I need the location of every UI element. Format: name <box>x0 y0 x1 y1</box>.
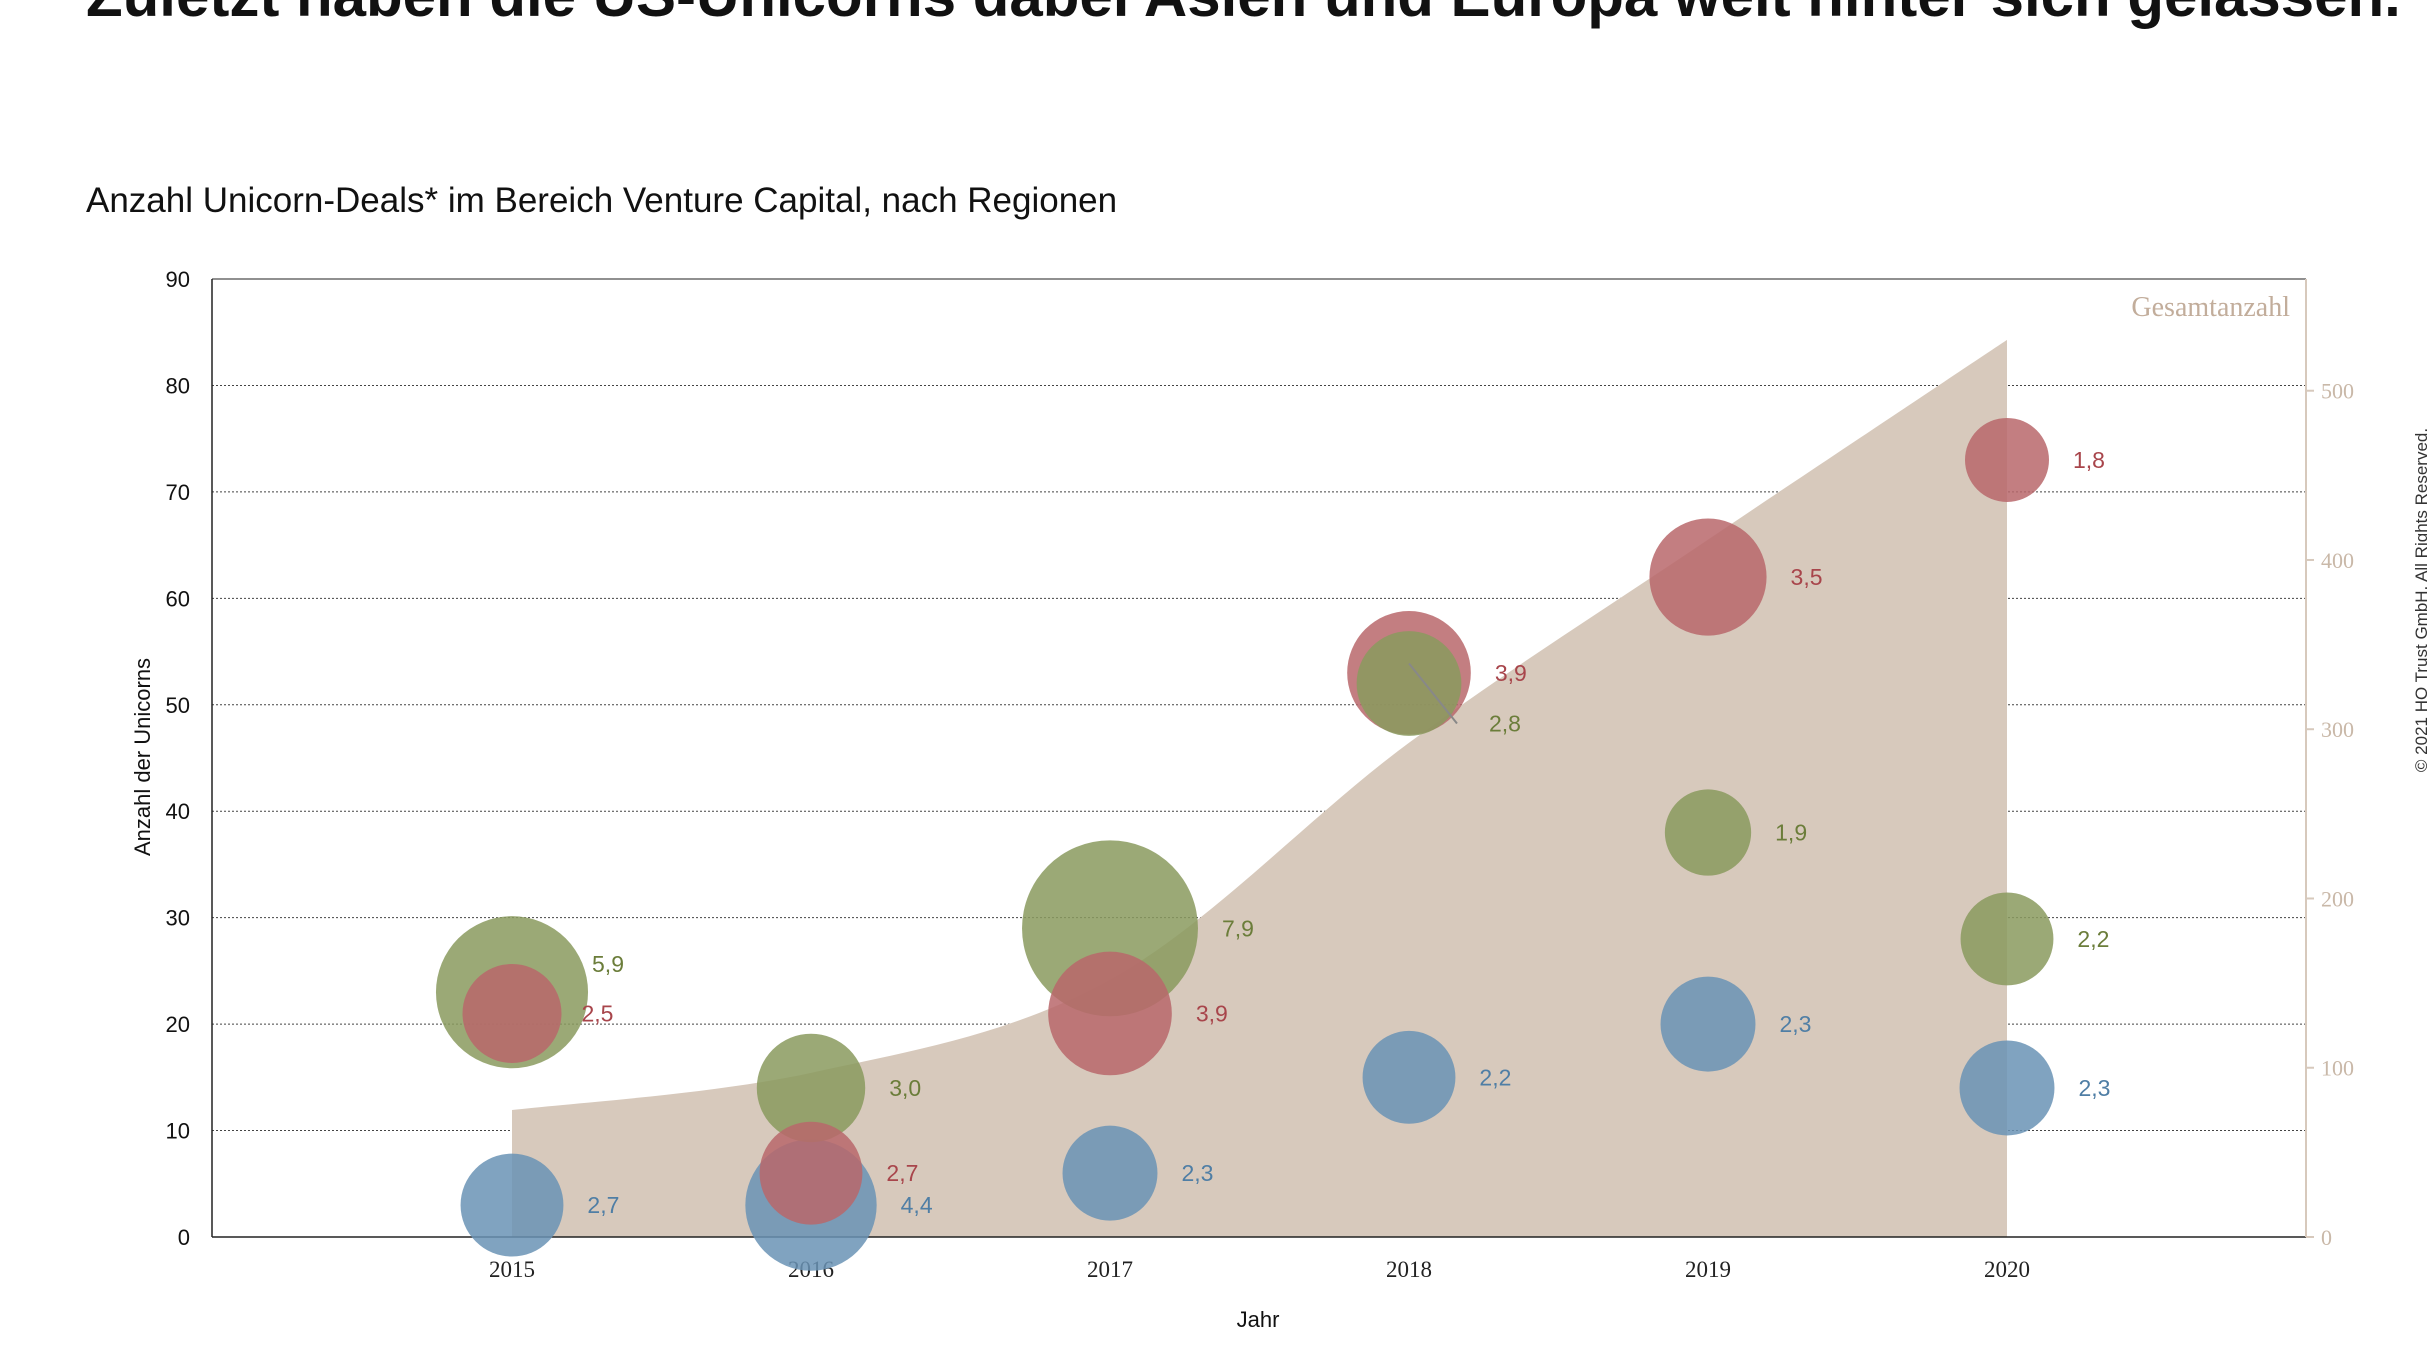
bubble-value-label: 2,7 <box>886 1160 918 1186</box>
bubble-value-label: 3,5 <box>1791 564 1823 590</box>
y-tick-label: 20 <box>166 1012 190 1037</box>
bubble-red <box>1649 518 1767 636</box>
y-tick-label: 10 <box>166 1119 190 1144</box>
x-tick-label: 2018 <box>1386 1257 1432 1282</box>
bubble-value-label: 3,9 <box>1196 1000 1228 1026</box>
leader-line <box>1408 662 1458 725</box>
bubble-value-label: 2,2 <box>2077 926 2109 952</box>
bubble-green <box>756 1033 866 1143</box>
bubble-value-label: 2,2 <box>1479 1064 1511 1090</box>
bubble-red <box>1965 417 2049 502</box>
y-tick-label: 60 <box>166 586 190 611</box>
x-tick-label: 2015 <box>489 1257 535 1282</box>
bubble-blue <box>1660 976 1756 1072</box>
bubble-blue <box>460 1153 564 1257</box>
bubble-value-label: 7,9 <box>1222 915 1254 941</box>
bubble-red <box>1048 951 1172 1076</box>
bubble-value-label: 2,8 <box>1489 710 1521 736</box>
headline: Zuletzt haben die US-Unicorns dabei Asie… <box>86 0 2401 26</box>
bubble-value-label: 5,9 <box>592 951 624 977</box>
y-tick-label: 80 <box>166 373 190 398</box>
bubble-red <box>759 1121 863 1225</box>
bubble-blue <box>1062 1125 1158 1221</box>
y-tick-label: 40 <box>166 799 190 824</box>
x-tick-label: 2020 <box>1984 1257 2030 1282</box>
y-tick-label: 70 <box>166 480 190 505</box>
bubble-value-label: 4,4 <box>901 1192 933 1218</box>
bubble-value-label: 3,0 <box>889 1075 921 1101</box>
chart-title: Anzahl Unicorn-Deals* im Bereich Venture… <box>86 181 1118 220</box>
bubble-value-label: 3,9 <box>1495 660 1527 686</box>
y2-tick-label: 500 <box>2321 379 2354 404</box>
bubble-green <box>1356 631 1462 736</box>
bubbles <box>435 417 2055 1271</box>
bubble-value-label: 2,3 <box>2078 1075 2110 1101</box>
bubble-blue <box>1959 1040 2055 1136</box>
y2-tick-label: 300 <box>2321 717 2354 742</box>
bubble-value-label: 2,5 <box>581 1000 613 1026</box>
y-tick-label: 0 <box>178 1225 190 1250</box>
y-tick-label: 90 <box>166 267 190 292</box>
y2-tick-label: 200 <box>2321 886 2354 911</box>
copyright-notice: © 2021 HQ Trust GmbH. All Rights Reserve… <box>2412 427 2427 772</box>
bubble-value-label: 2,7 <box>587 1192 619 1218</box>
bubble-blue <box>1362 1030 1456 1124</box>
bubble-value-label: 1,8 <box>2073 447 2105 473</box>
y-tick-label: 30 <box>166 906 190 931</box>
y2-tick-label: 400 <box>2321 548 2354 573</box>
bubble-green <box>1664 789 1752 876</box>
bubble-value-label: 2,3 <box>1181 1160 1213 1186</box>
x-axis-label: Jahr <box>1237 1307 1280 1332</box>
y-tick-label: 50 <box>166 693 190 718</box>
bubble-red <box>462 963 562 1063</box>
bubble-value-label: 2,3 <box>1779 1011 1811 1037</box>
area-layer <box>512 339 2007 1237</box>
labels: 5,9 3,0 7,9 2,8 1,9 2,2 2,5 2,7 3,9 3,9 3,5 1,8 2,7 4… <box>581 447 2110 1218</box>
x-tick-label: 2017 <box>1087 1257 1133 1282</box>
axes: 0 10 20 30 40 50 60 70 80 90 0 100 200 300 400 500 2015 2… <box>166 267 2354 1282</box>
area-gesamtanzahl <box>512 339 2007 1237</box>
y2-tick-label: 0 <box>2321 1225 2332 1250</box>
bubble-value-label: 1,9 <box>1775 820 1807 846</box>
y-axis-label: Anzahl der Unicorns <box>130 658 155 856</box>
x-tick-label: 2019 <box>1685 1257 1731 1282</box>
area-series-label: Gesamtanzahl <box>2131 292 2290 323</box>
y2-tick-label: 100 <box>2321 1056 2354 1081</box>
bubble-green <box>1960 892 2054 986</box>
